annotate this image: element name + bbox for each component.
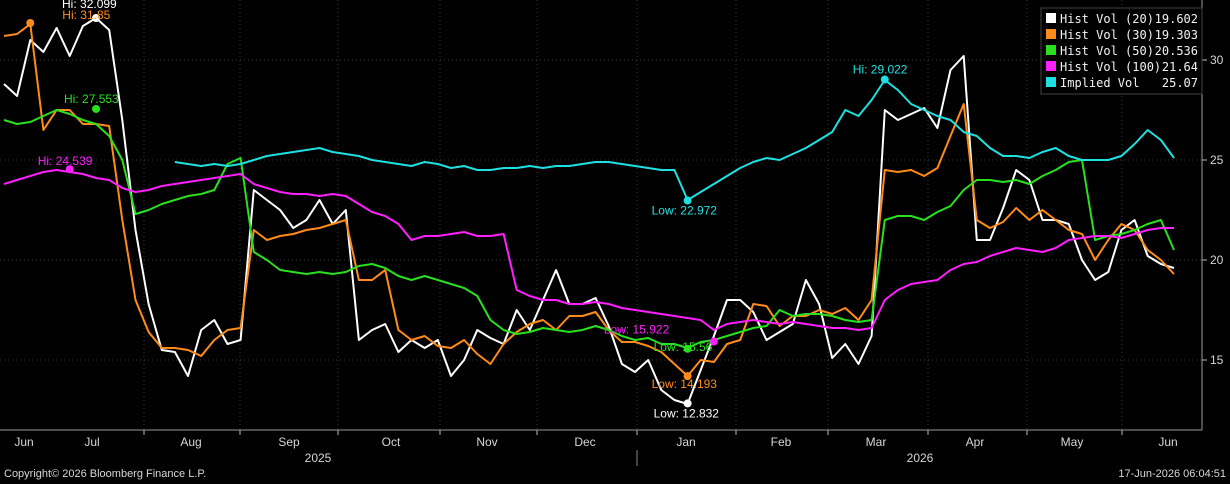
x-tick-label: Jun — [1158, 435, 1177, 449]
copyright-text: Copyright© 2026 Bloomberg Finance L.P. — [4, 468, 207, 480]
x-tick-label: Jul — [84, 435, 99, 449]
x-tick-label: Jun — [14, 435, 33, 449]
y-tick-label: 25 — [1210, 153, 1224, 167]
series-line-5 — [174, 79, 1175, 201]
x-tick-label: Sep — [278, 435, 300, 449]
x-tick-label: Dec — [574, 435, 595, 449]
series-line-4 — [3, 169, 1174, 331]
y-tick-label: 30 — [1210, 53, 1224, 67]
legend-swatch — [1046, 61, 1056, 71]
annotation-label: Hi: 29.022 — [853, 63, 908, 77]
legend-last-value: 21.64 — [1162, 60, 1198, 74]
annotation-marker — [92, 104, 101, 113]
x-tick-label: Apr — [966, 435, 985, 449]
x-tick-label: Oct — [382, 435, 401, 449]
legend-last-value: 19.602 — [1155, 12, 1198, 26]
annotation-marker — [683, 372, 692, 381]
legend-series-name: Hist Vol (50) — [1060, 44, 1154, 58]
timestamp-text: 17-Jun-2026 06:04:51 — [1118, 468, 1226, 480]
annotation-label: Low: 15.56 — [654, 340, 713, 354]
x-tick-label: Aug — [180, 435, 201, 449]
annotation-marker — [26, 19, 35, 27]
legend-swatch — [1046, 29, 1056, 39]
annotation-marker — [92, 14, 101, 23]
x-tick-label: May — [1061, 435, 1084, 449]
legend-box — [1040, 7, 1203, 95]
series-line-1 — [3, 17, 1175, 405]
x-tick-label: Feb — [771, 435, 792, 449]
x-year-label: 2026 — [907, 451, 934, 465]
annotation-label: Low: 12.832 — [654, 406, 720, 420]
legend-last-value: 19.303 — [1155, 28, 1198, 42]
x-year-label: 2025 — [305, 451, 332, 465]
legend-last-value: 20.536 — [1155, 44, 1198, 58]
grid-lines — [0, 0, 1202, 430]
annotation-label: Low: 22.972 — [652, 204, 718, 218]
series-line-2 — [3, 23, 1175, 377]
series-line-3 — [3, 109, 1175, 349]
annotation-label: Low: 15.922 — [604, 323, 670, 337]
annotation-label: Hi: 24.539 — [38, 154, 93, 168]
legend-series-name: Hist Vol (20) — [1060, 12, 1154, 26]
annotation-marker — [880, 75, 889, 84]
legend-last-value: 25.07 — [1162, 76, 1198, 90]
annotation-marker — [65, 165, 74, 174]
x-tick-label: Mar — [866, 435, 887, 449]
x-tick-label: Nov — [476, 435, 497, 449]
y-tick-label: 15 — [1210, 353, 1224, 367]
legend-series-name: Implied Vol — [1060, 76, 1139, 90]
legend-swatch — [1046, 77, 1056, 87]
annotation-marker — [709, 337, 718, 346]
annotation-marker — [683, 399, 692, 408]
annotation-label: Low: 14.193 — [652, 377, 718, 391]
annotation-marker — [683, 196, 692, 205]
legend-series-name: Hist Vol (100) — [1060, 60, 1161, 74]
legend-swatch — [1046, 45, 1056, 55]
annotation-label: Hi: 31.85 — [62, 8, 110, 22]
annotation-label: Hi: 27.553 — [64, 92, 119, 106]
legend-swatch — [1046, 13, 1056, 23]
legend-series-name: Hist Vol (30) — [1060, 28, 1154, 42]
annotation-label: Hi: 32.099 — [62, 0, 117, 11]
x-tick-label: Jan — [676, 435, 695, 449]
series-lines — [3, 17, 1175, 405]
annotation-marker — [683, 344, 692, 353]
y-tick-label: 20 — [1210, 253, 1224, 267]
